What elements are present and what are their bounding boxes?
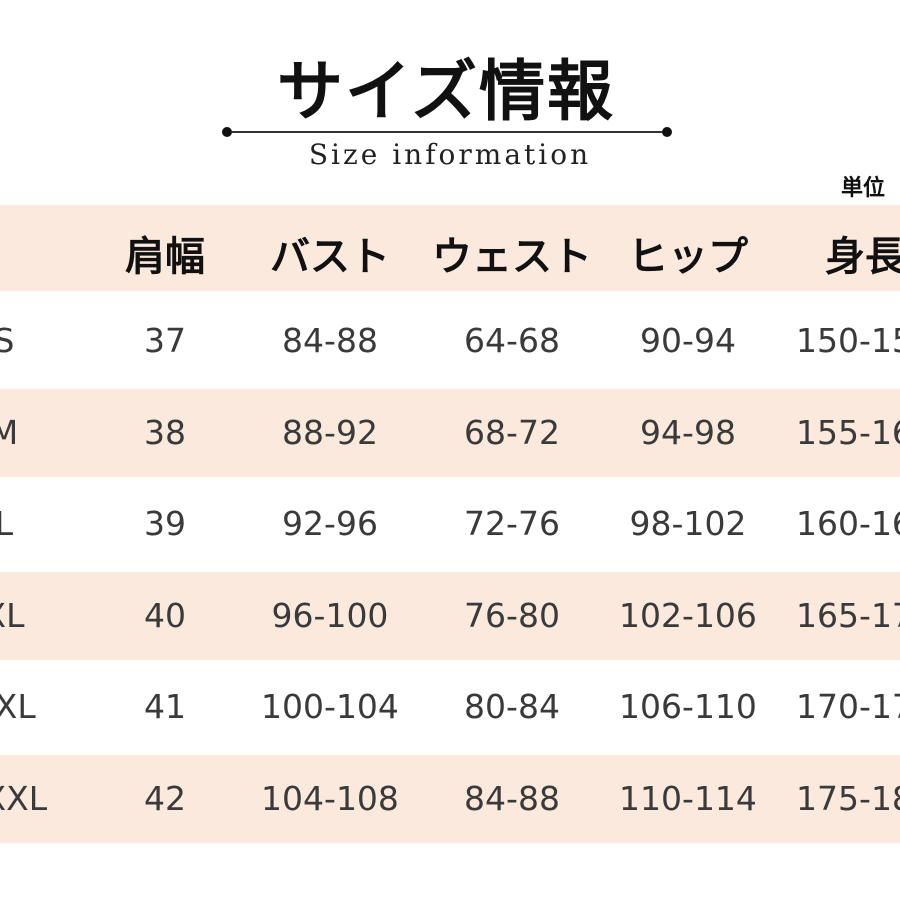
- value-cell: 100-104: [261, 687, 399, 726]
- value-cell: 96-100: [271, 595, 389, 635]
- value-cell: 165-170: [796, 595, 900, 635]
- value-cell: 88-92: [282, 412, 378, 452]
- value-cell: 155-160: [796, 412, 900, 452]
- value-cell: 102-106: [619, 595, 757, 635]
- column-header: 肩幅: [125, 234, 205, 280]
- value-cell: 42: [144, 778, 186, 818]
- column-header: バスト: [270, 234, 390, 280]
- value-cell: 80-84: [464, 687, 560, 726]
- value-cell: 94-98: [640, 412, 736, 452]
- size-cell: XXL: [0, 687, 36, 726]
- value-cell: 104-108: [261, 778, 399, 818]
- page-title: サイズ情報: [276, 53, 616, 130]
- table-row: [0, 571, 900, 660]
- value-cell: 106-110: [619, 687, 757, 726]
- column-header: 身長: [825, 234, 900, 280]
- value-cell: 64-68: [464, 321, 560, 360]
- unit-label: 単位: [841, 176, 886, 201]
- size-cell: L: [0, 504, 14, 543]
- value-cell: 110-114: [619, 778, 757, 818]
- value-cell: 72-76: [464, 504, 560, 543]
- value-cell: 76-80: [464, 595, 560, 635]
- value-cell: 92-96: [282, 504, 378, 543]
- divider-dot-right: [662, 127, 672, 137]
- divider-dot-left: [222, 127, 232, 137]
- size-cell: XL: [0, 595, 25, 635]
- value-cell: 84-88: [282, 321, 378, 360]
- value-cell: 98-102: [629, 504, 747, 543]
- value-cell: 68-72: [464, 412, 560, 452]
- title-divider: [232, 131, 664, 133]
- size-cell: XXXL: [0, 778, 48, 818]
- value-cell: 84-88: [464, 778, 560, 818]
- value-cell: 170-175: [796, 687, 900, 726]
- column-header: ヒップ: [628, 234, 748, 280]
- value-cell: 160-165: [796, 504, 900, 543]
- table-row: [0, 754, 900, 843]
- table-row: [0, 388, 900, 477]
- header-row-band: [0, 205, 900, 291]
- value-cell: 39: [144, 504, 186, 543]
- value-cell: 38: [144, 412, 186, 452]
- value-cell: 37: [144, 321, 186, 360]
- column-header: ウェスト: [432, 234, 592, 280]
- size-cell: S: [0, 321, 15, 360]
- value-cell: 40: [144, 595, 186, 635]
- size-cell: M: [0, 412, 19, 452]
- value-cell: 90-94: [640, 321, 736, 360]
- value-cell: 175-180: [796, 778, 900, 818]
- value-cell: 150-155: [796, 321, 900, 360]
- page-subtitle: Size information: [308, 138, 592, 171]
- value-cell: 41: [144, 687, 186, 726]
